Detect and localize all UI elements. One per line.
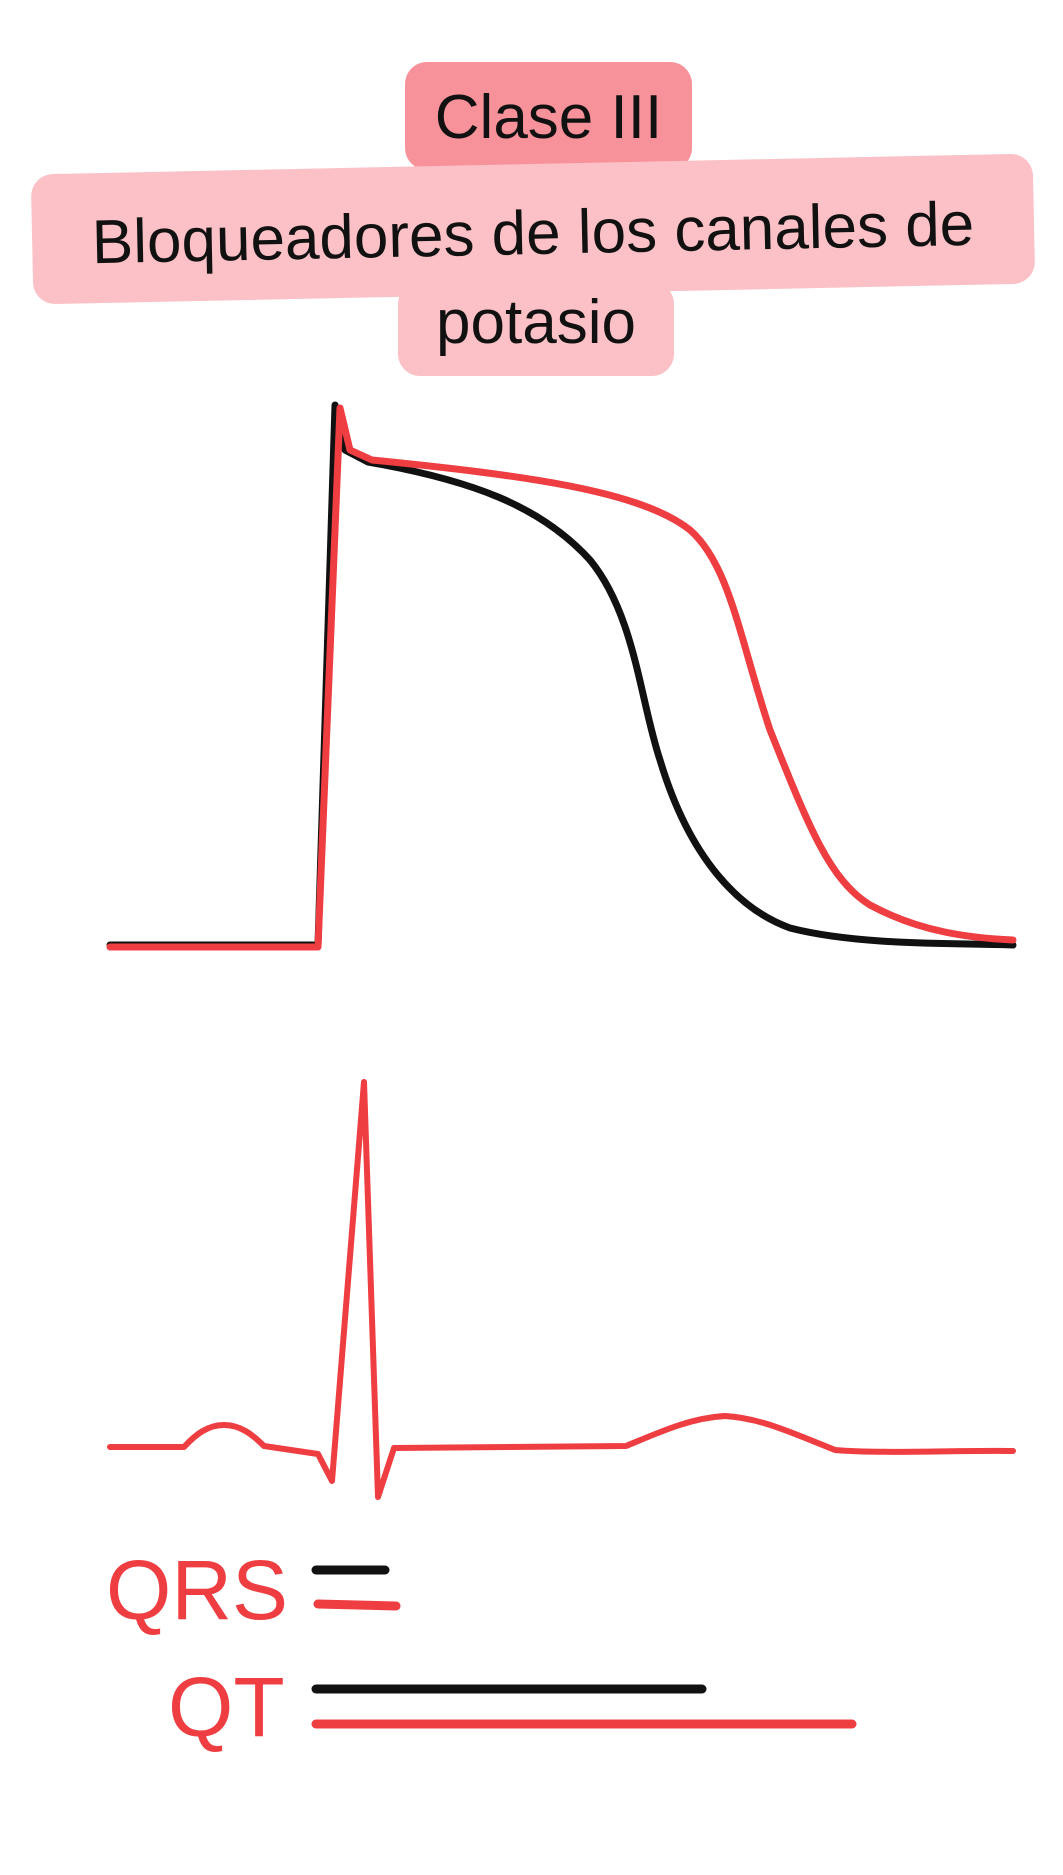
subtitle-pill-line2 [398, 282, 674, 376]
ecg-trace [107, 1079, 1016, 1500]
action-potential-drug-curve [106, 404, 1017, 951]
ecg-plot [107, 1079, 1016, 1500]
qrs-drug-bar [313, 1599, 401, 1611]
action-potential-baseline-curve [106, 401, 1017, 949]
subtitle-line2: potasio [436, 288, 636, 357]
action-potential-plot [106, 401, 1017, 951]
class-pill [405, 62, 692, 170]
interval-legend [311, 1565, 857, 1729]
class-title: Clase III [434, 83, 663, 152]
qrs-label: QRS [106, 1543, 289, 1637]
qt-label: QT [168, 1660, 285, 1754]
